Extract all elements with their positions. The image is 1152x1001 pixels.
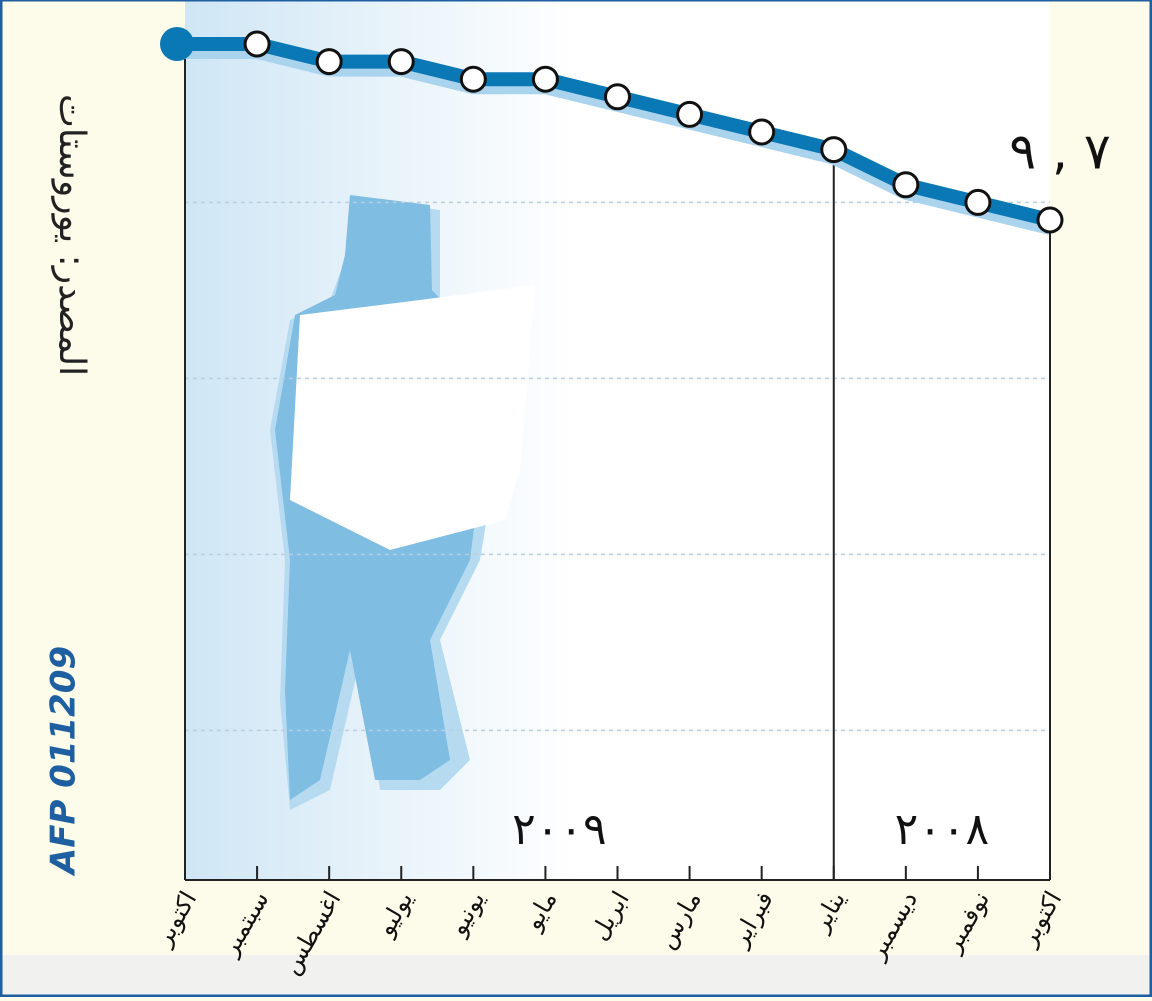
point	[160, 27, 194, 61]
year-label: ٢٠٠٨	[895, 804, 990, 855]
point	[892, 171, 920, 199]
credit: AFP 011209	[44, 646, 84, 877]
point	[1036, 206, 1064, 234]
point	[243, 30, 271, 58]
point	[748, 118, 776, 146]
year-label: ٢٠٠٩	[512, 804, 607, 855]
point	[676, 100, 704, 128]
point	[820, 136, 848, 164]
silhouette	[270, 195, 535, 810]
point	[964, 188, 992, 216]
point	[315, 48, 343, 76]
value-label: ٧ , ٩	[1009, 123, 1110, 181]
point	[604, 83, 631, 111]
point	[459, 65, 487, 93]
footer-strip	[0, 955, 1152, 997]
point	[531, 65, 559, 93]
point	[387, 48, 415, 76]
source: المصدر: يوروستات	[51, 94, 92, 376]
